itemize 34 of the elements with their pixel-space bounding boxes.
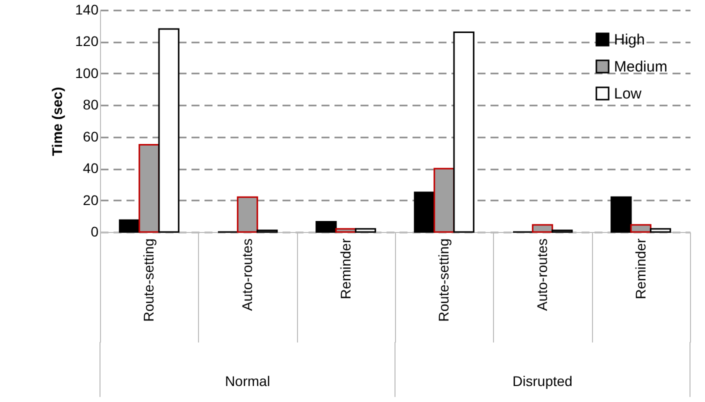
x-tick-label: Auto-routes (239, 238, 255, 311)
y-tick-label: 100 (75, 64, 99, 81)
y-tick-label: 20 (82, 192, 99, 208)
bar (335, 228, 356, 233)
x-tick-label: Auto-routes (534, 238, 550, 311)
bar (610, 196, 632, 233)
bar (118, 219, 140, 233)
bar (138, 144, 160, 233)
bar (630, 224, 652, 233)
bar (532, 224, 554, 233)
x-tick-label: Route-setting (436, 238, 452, 322)
y-tick-label: 60 (82, 128, 99, 144)
y-axis-title: Time (sec) (49, 87, 66, 156)
bar (158, 28, 180, 233)
bar (453, 31, 474, 233)
bar (236, 196, 258, 233)
text: Normal (224, 373, 270, 389)
y-tick-label: 140 (75, 2, 99, 18)
legend-label: Medium (614, 58, 668, 76)
y-tick-label: 40 (82, 160, 99, 176)
bar (414, 192, 436, 233)
legend-label: High (614, 32, 645, 48)
x-tick-label: Reminder (337, 238, 354, 300)
bar (316, 220, 337, 233)
x-tick-label: Reminder (632, 238, 648, 300)
text: Disrupted (512, 373, 572, 389)
x-tick-label: Route-setting (140, 238, 157, 322)
legend-label: Low (614, 86, 642, 102)
bar (434, 168, 455, 233)
y-tick-label: 80 (82, 96, 99, 113)
bar (354, 228, 376, 233)
y-tick-label: 120 (75, 33, 99, 50)
y-tick-label: 0 (90, 224, 99, 240)
bar (650, 228, 672, 233)
